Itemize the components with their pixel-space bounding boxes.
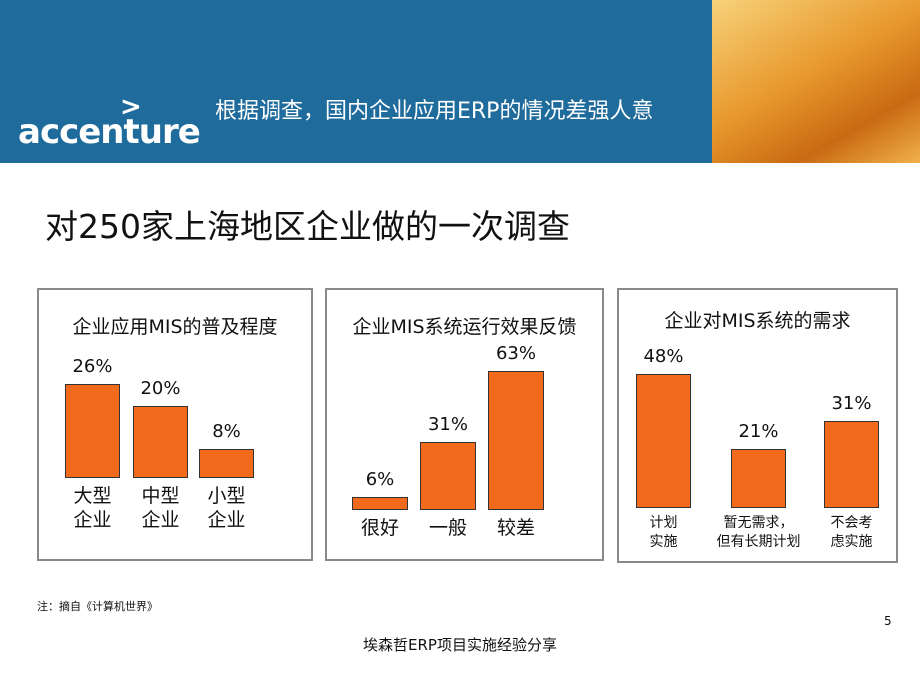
value-label: 31% [831, 393, 872, 415]
footer: 埃森哲ERP项目实施经验分享 [363, 636, 557, 654]
chart-panel [325, 288, 604, 561]
chart-title: 企业MIS系统运行效果反馈 [352, 316, 577, 338]
header-photo [712, 0, 920, 163]
bar [636, 373, 691, 508]
category-label: 一般 [428, 517, 467, 539]
bar [420, 441, 476, 510]
category-label: 计划 实施 [649, 515, 678, 550]
chart-title: 企业应用MIS的普及程度 [72, 316, 278, 338]
value-label: 48% [643, 345, 684, 367]
category-label: 不会考 虑实施 [830, 515, 873, 550]
bar [352, 496, 408, 510]
category-label: 大型 企业 [73, 485, 112, 531]
value-label: 31% [427, 413, 468, 435]
bar [65, 384, 120, 478]
value-label: 21% [738, 421, 779, 443]
bar [731, 449, 786, 508]
bar [133, 406, 188, 478]
page-number: 5 [884, 614, 892, 628]
value-label: 6% [365, 468, 395, 490]
value-label: 20% [140, 378, 181, 399]
subtitle: 对250家上海地区企业做的一次调查 [45, 207, 570, 246]
bar [824, 421, 879, 508]
bar [199, 449, 254, 478]
chart-title: 企业对MIS系统的需求 [664, 310, 851, 332]
category-label: 较差 [496, 517, 535, 539]
chart-panel [617, 288, 898, 563]
logo-mark: > [120, 92, 142, 122]
chart-panel [37, 288, 313, 561]
category-label: 暂无需求， 但有长期计划 [716, 515, 801, 550]
category-label: 很好 [360, 517, 399, 539]
category-label: 中型 企业 [141, 485, 180, 531]
logo: accenture [18, 112, 201, 152]
value-label: 63% [495, 343, 536, 365]
value-label: 26% [72, 356, 113, 378]
category-label: 小型 企业 [207, 485, 246, 531]
header-title: 根据调查，国内企业应用ERP的情况差强人意 [215, 99, 654, 124]
value-label: 8% [212, 421, 241, 443]
footnote: 注：摘自《计算机世界》 [37, 600, 158, 613]
bar [488, 371, 544, 510]
